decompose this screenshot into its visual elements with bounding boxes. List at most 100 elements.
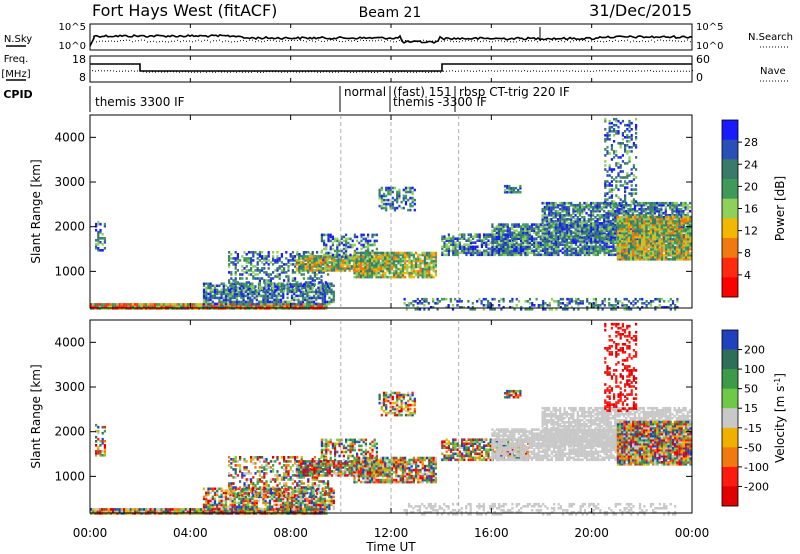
range-gate-cell [371,243,374,247]
range-gate-cell [252,305,255,308]
range-gate-cell [213,286,217,290]
range-gate-cell [294,303,297,306]
range-gate-cell [332,284,335,288]
range-gate-cell [291,277,294,280]
range-gate-cell [270,303,273,306]
range-gate-cell [373,259,376,263]
range-gate-cell [317,269,320,272]
range-gate-cell [319,292,322,296]
range-gate-cell [565,228,568,231]
range-gate-cell [262,294,265,298]
range-gate-cell [218,300,221,304]
range-gate-cell [216,302,219,306]
range-gate-cell [469,247,472,251]
range-gate-cell [456,249,459,253]
range-gate-cell [500,243,503,246]
range-gate-cell [280,283,283,286]
range-gate-cell [269,281,272,284]
range-gate-cell [647,217,650,221]
range-gate-cell [306,257,309,260]
range-gate-cell [319,265,323,268]
range-gate-cell [324,267,327,270]
range-gate-cell [574,247,578,251]
range-gate-cell [581,247,584,251]
range-gate-cell [649,201,652,205]
range-gate-cell [472,241,475,244]
range-gate-cell [409,188,412,192]
range-gate-cell [384,275,387,279]
range-gate-cell [660,233,663,237]
range-gate-cell [381,257,384,260]
range-gate-cell [401,257,404,261]
range-gate-cell [342,247,345,251]
range-gate-cell [621,243,624,247]
range-gate-cell [426,255,429,259]
range-gate-cell [406,263,409,267]
range-gate-cell [581,207,584,211]
range-gate-cell [252,251,255,254]
range-gate-cell [609,220,612,223]
range-gate-cell [508,229,512,232]
range-gate-cell [241,269,244,272]
range-gate-cell [625,225,628,229]
range-gate-cell [656,256,659,259]
range-gate-cell [419,257,422,261]
range-gate-cell [397,253,400,257]
range-gate-cell [200,303,203,306]
range-gate-cell [311,269,314,272]
range-gate-cell [660,239,663,243]
range-gate-cell [140,305,143,308]
range-gate-cell [401,263,404,267]
range-gate-cell [522,245,525,249]
range-gate-cell [643,243,646,247]
range-gate-cell [323,294,327,298]
range-gate-cell [522,233,525,236]
range-gate-cell [375,265,378,269]
range-gate-cell [430,273,433,277]
range-gate-cell [265,271,268,274]
range-gate-cell [261,277,264,280]
range-gate-cell [220,292,223,296]
range-gate-cell [304,265,307,268]
range-gate-cell [656,253,659,257]
range-gate-cell [533,223,536,226]
range-gate-cell [576,205,579,209]
range-gate-cell [320,233,323,237]
range-gate-cell [680,216,683,219]
range-gate-cell [502,229,505,232]
range-gate-cell [528,241,531,244]
range-gate-cell [282,296,285,300]
range-gate-cell [322,267,325,270]
range-gate-cell [528,229,531,232]
range-gate-cell [630,235,633,239]
range-gate-cell [344,259,347,262]
range-gate-cell [286,292,289,296]
range-gate-cell [627,209,630,213]
range-gate-cell [252,259,255,262]
range-gate-cell [671,224,674,227]
range-gate-cell [345,253,348,257]
range-gate-cell [641,235,644,239]
range-gate-cell [663,223,666,227]
range-gate-cell [645,215,648,219]
range-gate-cell [272,287,275,290]
range-gate-cell [393,269,396,273]
range-gate-cell [342,243,345,247]
range-gate-cell [561,247,564,251]
range-gate-cell [316,277,319,280]
range-gate-cell [663,243,666,247]
range-gate-cell [565,236,568,239]
range-gate-cell [667,215,670,219]
range-gate-cell [321,298,324,302]
range-gate-cell [603,216,606,219]
range-gate-cell [567,228,571,231]
range-gate-cell [654,225,657,229]
range-gate-cell [539,249,542,253]
range-gate-cell [537,233,540,236]
range-gate-cell [353,267,356,271]
range-gate-cell [230,305,233,308]
range-gate-cell [478,233,481,236]
range-gate-cell [605,236,608,239]
range-gate-cell [317,294,320,298]
nsearch-label: N.Search [748,32,793,43]
